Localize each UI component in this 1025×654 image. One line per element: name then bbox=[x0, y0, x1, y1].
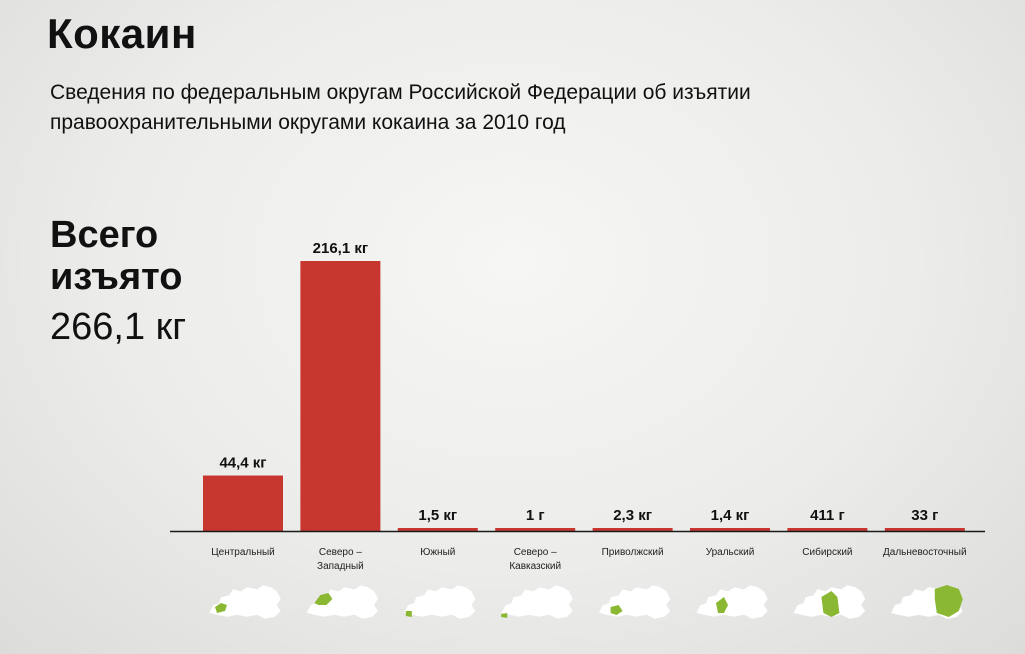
russia-map-volga-icon bbox=[598, 584, 671, 620]
page-title: Кокаин bbox=[47, 10, 197, 57]
page-subtitle: Сведения по федеральным округам Российск… bbox=[50, 81, 751, 134]
category-label: Западный bbox=[317, 561, 364, 572]
bar bbox=[690, 528, 770, 531]
bar-value-label: 44,4 кг bbox=[219, 455, 266, 472]
category-label: Центральный bbox=[211, 547, 275, 558]
russia-map-north-caucasus-icon bbox=[500, 584, 574, 620]
bar-value-label: 33 г bbox=[911, 507, 938, 524]
category-label: Дальневосточный bbox=[883, 547, 967, 558]
russia-map-central-icon bbox=[208, 584, 282, 620]
russia-map-northwest-icon bbox=[305, 584, 379, 620]
bar-value-label: 1,5 кг bbox=[418, 507, 457, 524]
bar bbox=[300, 261, 381, 531]
russia-map-siberia-icon bbox=[792, 584, 866, 620]
category-label: Северо – bbox=[319, 547, 362, 558]
russia-map-south-icon bbox=[403, 584, 477, 620]
bar bbox=[495, 528, 576, 531]
bar-value-label: 1 г bbox=[526, 507, 545, 524]
category-label: Южный bbox=[420, 547, 455, 558]
russia-map-far-east-icon bbox=[890, 584, 964, 620]
bar bbox=[884, 528, 965, 531]
bar-value-label: 2,3 кг bbox=[613, 507, 652, 524]
bar-value-label: 216,1 кг bbox=[313, 240, 368, 257]
bar bbox=[203, 475, 283, 531]
total-value: 266,1 кг bbox=[50, 306, 187, 348]
category-label: Северо – bbox=[514, 547, 557, 558]
category-label: Кавказский bbox=[509, 561, 561, 572]
category-label: Приволжский bbox=[602, 547, 664, 558]
bar bbox=[397, 528, 478, 531]
category-label: Сибирский bbox=[802, 546, 852, 558]
total-label: Всего изъято bbox=[50, 214, 183, 298]
category-label: Уральский bbox=[706, 547, 755, 558]
russia-map-ural-icon bbox=[695, 584, 769, 620]
bar-value-label: 411 г bbox=[810, 507, 845, 524]
bar-value-label: 1,4 кг bbox=[711, 507, 750, 524]
bar bbox=[787, 528, 868, 531]
bar bbox=[592, 528, 673, 531]
